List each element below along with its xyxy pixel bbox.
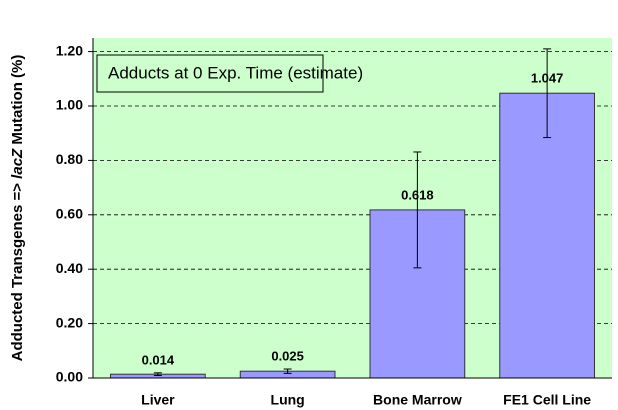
y-label-part: Adducted Transgenes => — [9, 179, 26, 362]
y-axis-label: Adducted Transgenes => lacZ Mutation (%) — [9, 55, 26, 362]
annotation: Adducts at 0 Exp. Time (estimate) — [108, 63, 363, 82]
bar — [499, 92, 595, 379]
x-tick-label: Lung — [271, 392, 305, 408]
y-tick-label: 1.20 — [56, 42, 83, 58]
x-tick-label: Liver — [141, 392, 175, 408]
data-label: 0.618 — [401, 187, 434, 202]
y-tick-label: 0.60 — [56, 206, 83, 222]
y-tick-label: 0.40 — [56, 260, 83, 276]
y-label-part: lacZ — [9, 148, 26, 179]
annotation-box — [96, 54, 324, 93]
x-tick-label: FE1 Cell Line — [503, 392, 591, 408]
data-label: 0.025 — [271, 348, 304, 363]
data-label: 1.047 — [531, 71, 564, 86]
y-tick-label: 0.20 — [56, 314, 83, 330]
y-tick-label: 0.80 — [56, 151, 83, 167]
x-tick-label: Bone Marrow — [373, 392, 462, 408]
y-label-part: Mutation (%) — [9, 55, 26, 149]
y-tick-label: 1.00 — [56, 97, 83, 113]
y-tick-label: 0.00 — [56, 369, 83, 385]
data-label: 0.014 — [142, 352, 175, 367]
